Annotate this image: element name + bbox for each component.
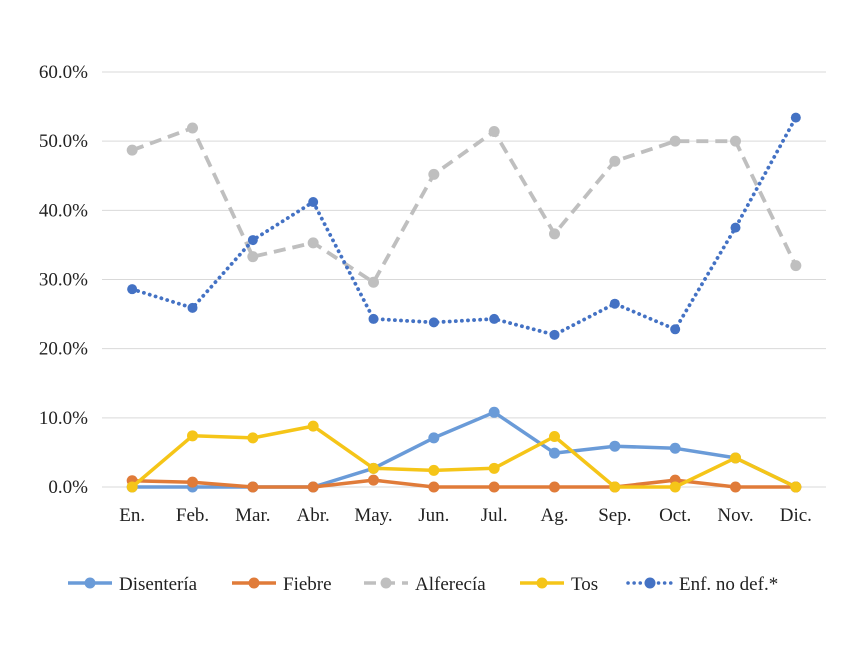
data-point-tos: [488, 462, 500, 474]
data-point-fiebre: [247, 481, 259, 493]
data-point-tos: [187, 430, 198, 442]
legend-swatch-marker: [536, 577, 548, 589]
x-axis-tick-labels: En. Feb. Mar. Abr. May. Jun. Jul. Ag. Sep. Oct. No…: [119, 505, 812, 526]
data-point-alferecia: [247, 251, 259, 263]
data-point-enf-no-def: [609, 298, 620, 309]
x-tick-label: Jul.: [481, 505, 508, 526]
y-tick-label: 60.0%: [39, 62, 88, 83]
series-fiebre: [126, 474, 802, 493]
data-point-fiebre: [488, 481, 500, 493]
series-lines: [126, 112, 802, 493]
legend-entry-fiebre: Fiebre: [232, 574, 332, 595]
data-point-tos: [126, 481, 138, 493]
legend-label: Fiebre: [283, 574, 332, 595]
legend-label: Disentería: [119, 574, 198, 595]
data-point-fiebre: [549, 481, 560, 493]
data-point-alferecia: [368, 276, 379, 288]
legend-entry-disenteria: Disentería: [68, 574, 198, 595]
series-line-alferecia: [131, 126, 798, 285]
data-point-enf-no-def: [670, 324, 681, 335]
data-point-alferecia: [187, 122, 198, 134]
series-tos: [126, 420, 802, 493]
x-tick-label: Oct.: [659, 505, 691, 526]
x-tick-label: En.: [119, 505, 145, 526]
data-point-alferecia: [428, 168, 440, 180]
data-point-tos: [247, 432, 259, 444]
x-tick-label: Feb.: [176, 505, 209, 526]
data-point-enf-no-def: [428, 317, 439, 328]
data-point-tos: [549, 431, 560, 443]
data-point-enf-no-def: [247, 235, 258, 246]
x-tick-label: Nov.: [717, 505, 753, 526]
data-point-tos: [730, 452, 741, 464]
legend-swatch-marker: [380, 577, 392, 589]
data-point-tos: [428, 464, 440, 476]
data-point-tos: [368, 462, 379, 474]
gridlines: [102, 71, 826, 488]
data-point-fiebre: [307, 481, 319, 493]
data-point-disenteria: [428, 432, 440, 444]
legend-label: Alferecía: [415, 574, 486, 595]
legend-entry-alferecia: Alferecía: [364, 574, 486, 595]
data-point-enf-no-def: [127, 284, 138, 295]
y-tick-label: 20.0%: [39, 339, 88, 360]
y-tick-label: 30.0%: [39, 270, 88, 291]
data-point-tos: [609, 481, 621, 493]
data-point-fiebre: [368, 474, 379, 486]
data-point-enf-no-def: [308, 197, 319, 208]
data-point-enf-no-def: [790, 112, 801, 123]
legend-swatch-marker: [644, 577, 656, 589]
series-enf-no-def: [127, 112, 801, 340]
data-point-enf-no-def: [549, 329, 560, 340]
x-tick-label: Sep.: [598, 505, 631, 526]
legend-entry-tos: Tos: [520, 574, 598, 595]
data-point-tos: [307, 420, 319, 432]
data-point-alferecia: [488, 125, 500, 137]
data-point-enf-no-def: [489, 313, 500, 324]
data-point-disenteria: [549, 447, 560, 459]
series-alferecia: [126, 122, 802, 288]
data-point-alferecia: [609, 155, 621, 167]
legend-label: Tos: [571, 574, 598, 595]
x-tick-label: Dic.: [780, 505, 812, 526]
y-tick-label: 50.0%: [39, 131, 88, 152]
data-point-alferecia: [307, 237, 319, 249]
data-point-alferecia: [549, 228, 560, 240]
series-disenteria: [126, 406, 802, 493]
legend: Disentería Fiebre Alferecía Tos Enf. no def.…: [68, 574, 778, 595]
data-point-enf-no-def: [187, 302, 198, 313]
legend-entry-enf-no-def: Enf. no def.*: [626, 574, 778, 595]
x-tick-label: Abr.: [297, 505, 330, 526]
data-point-enf-no-def: [368, 313, 379, 324]
x-tick-label: Jun.: [418, 505, 449, 526]
data-point-alferecia: [669, 135, 681, 147]
data-point-fiebre: [187, 476, 198, 488]
data-point-alferecia: [126, 144, 138, 156]
legend-label: Enf. no def.*: [679, 574, 778, 595]
series-line-fiebre: [130, 478, 798, 489]
data-point-tos: [790, 481, 802, 493]
legend-swatch-marker: [248, 577, 260, 589]
y-axis-tick-labels: 0.0% 10.0% 20.0% 30.0% 40.0% 50.0% 60.0%: [39, 62, 88, 498]
x-tick-label: Ag.: [541, 505, 569, 526]
x-tick-label: May.: [354, 505, 392, 526]
legend-swatch-marker: [84, 577, 96, 589]
y-tick-label: 40.0%: [39, 200, 88, 221]
data-point-tos: [669, 481, 681, 493]
y-tick-label: 0.0%: [48, 477, 88, 498]
series-line-tos: [130, 424, 798, 489]
data-point-disenteria: [488, 406, 500, 418]
data-point-alferecia: [730, 135, 741, 147]
x-tick-label: Mar.: [235, 505, 270, 526]
y-tick-label: 10.0%: [39, 408, 88, 429]
series-line-enf-no-def: [130, 115, 798, 337]
data-point-fiebre: [428, 481, 440, 493]
data-point-fiebre: [730, 481, 741, 493]
data-point-alferecia: [790, 260, 802, 272]
data-point-disenteria: [609, 440, 621, 452]
data-point-disenteria: [669, 442, 681, 454]
data-point-enf-no-def: [730, 222, 741, 233]
